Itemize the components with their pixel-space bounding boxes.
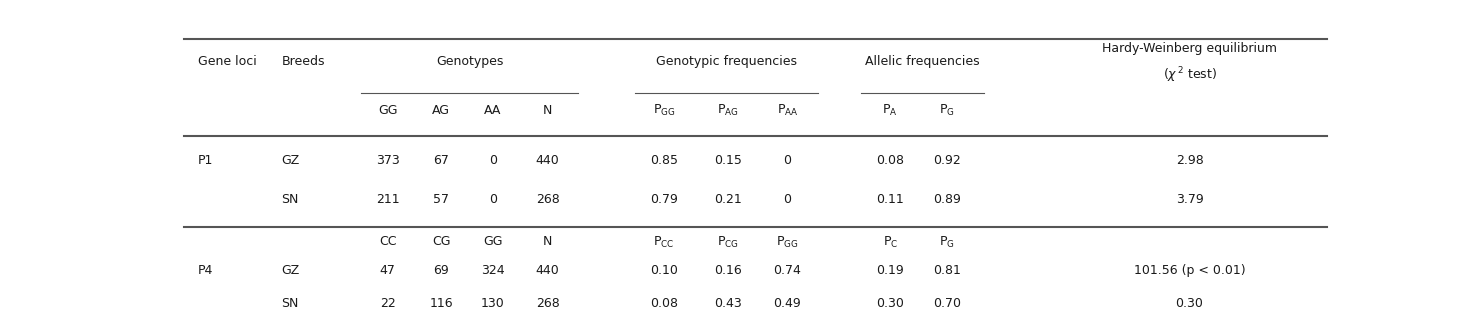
- Text: Hardy-Weinberg equilibrium: Hardy-Weinberg equilibrium: [1103, 42, 1276, 55]
- Text: $\mathrm{P_{G}}$: $\mathrm{P_{G}}$: [939, 235, 955, 250]
- Text: CC: CC: [379, 236, 397, 248]
- Text: AA: AA: [483, 104, 501, 117]
- Text: 0.70: 0.70: [933, 297, 961, 310]
- Text: 47: 47: [380, 264, 395, 278]
- Text: 440: 440: [535, 154, 560, 167]
- Text: GG: GG: [483, 236, 503, 248]
- Text: 2.98: 2.98: [1176, 154, 1203, 167]
- Text: Genotypes: Genotypes: [436, 55, 504, 68]
- Text: 0.16: 0.16: [713, 264, 741, 278]
- Text: 57: 57: [433, 193, 450, 206]
- Text: 0.79: 0.79: [650, 193, 678, 206]
- Text: GG: GG: [377, 104, 398, 117]
- Text: 0: 0: [783, 154, 792, 167]
- Text: 0.30: 0.30: [1176, 297, 1203, 310]
- Text: 0.49: 0.49: [774, 297, 802, 310]
- Text: 0.43: 0.43: [713, 297, 741, 310]
- Text: N: N: [542, 236, 553, 248]
- Text: $\mathrm{P_{GG}}$: $\mathrm{P_{GG}}$: [777, 235, 799, 250]
- Text: AG: AG: [432, 104, 450, 117]
- Text: N: N: [542, 104, 553, 117]
- Text: GZ: GZ: [282, 264, 299, 278]
- Text: P1: P1: [198, 154, 214, 167]
- Text: $\mathrm{P_{CG}}$: $\mathrm{P_{CG}}$: [716, 235, 738, 250]
- Text: 0.85: 0.85: [650, 154, 678, 167]
- Text: 0.74: 0.74: [774, 264, 802, 278]
- Text: SN: SN: [282, 297, 299, 310]
- Text: 130: 130: [481, 297, 504, 310]
- Text: $\mathrm{P_{AG}}$: $\mathrm{P_{AG}}$: [718, 103, 738, 118]
- Text: ($\chi^{\,2}$ test): ($\chi^{\,2}$ test): [1163, 65, 1216, 85]
- Text: Gene loci: Gene loci: [198, 55, 256, 68]
- Text: 268: 268: [535, 297, 560, 310]
- Text: GZ: GZ: [282, 154, 299, 167]
- Text: 69: 69: [433, 264, 450, 278]
- Text: 0: 0: [489, 154, 497, 167]
- Text: 0.21: 0.21: [713, 193, 741, 206]
- Text: $\mathrm{P_{GG}}$: $\mathrm{P_{GG}}$: [653, 103, 675, 118]
- Text: 268: 268: [535, 193, 560, 206]
- Text: CG: CG: [432, 236, 451, 248]
- Text: 440: 440: [535, 264, 560, 278]
- Text: P4: P4: [198, 264, 214, 278]
- Text: 0.30: 0.30: [876, 297, 904, 310]
- Text: $\mathrm{P_{AA}}$: $\mathrm{P_{AA}}$: [777, 103, 799, 118]
- Text: Genotypic frequencies: Genotypic frequencies: [656, 55, 797, 68]
- Text: 3.79: 3.79: [1176, 193, 1203, 206]
- Text: 0.08: 0.08: [650, 297, 678, 310]
- Text: 22: 22: [380, 297, 395, 310]
- Text: Breeds: Breeds: [282, 55, 324, 68]
- Text: 0: 0: [783, 193, 792, 206]
- Text: 0.81: 0.81: [933, 264, 961, 278]
- Text: 116: 116: [429, 297, 453, 310]
- Text: 0.08: 0.08: [876, 154, 904, 167]
- Text: 0.10: 0.10: [650, 264, 678, 278]
- Text: 0.19: 0.19: [877, 264, 904, 278]
- Text: 373: 373: [376, 154, 399, 167]
- Text: 324: 324: [481, 264, 504, 278]
- Text: 0.15: 0.15: [713, 154, 741, 167]
- Text: 211: 211: [376, 193, 399, 206]
- Text: 67: 67: [433, 154, 450, 167]
- Text: $\mathrm{P_{A}}$: $\mathrm{P_{A}}$: [883, 103, 898, 118]
- Text: $\mathrm{P_{CC}}$: $\mathrm{P_{CC}}$: [653, 235, 675, 250]
- Text: Allelic frequencies: Allelic frequencies: [865, 55, 980, 68]
- Text: 101.56 (p < 0.01): 101.56 (p < 0.01): [1134, 264, 1246, 278]
- Text: $\mathrm{P_{G}}$: $\mathrm{P_{G}}$: [939, 103, 955, 118]
- Text: $\mathrm{P_{C}}$: $\mathrm{P_{C}}$: [883, 235, 898, 250]
- Text: SN: SN: [282, 193, 299, 206]
- Text: 0.11: 0.11: [877, 193, 904, 206]
- Text: 0.89: 0.89: [933, 193, 961, 206]
- Text: 0: 0: [489, 193, 497, 206]
- Text: 0.92: 0.92: [933, 154, 961, 167]
